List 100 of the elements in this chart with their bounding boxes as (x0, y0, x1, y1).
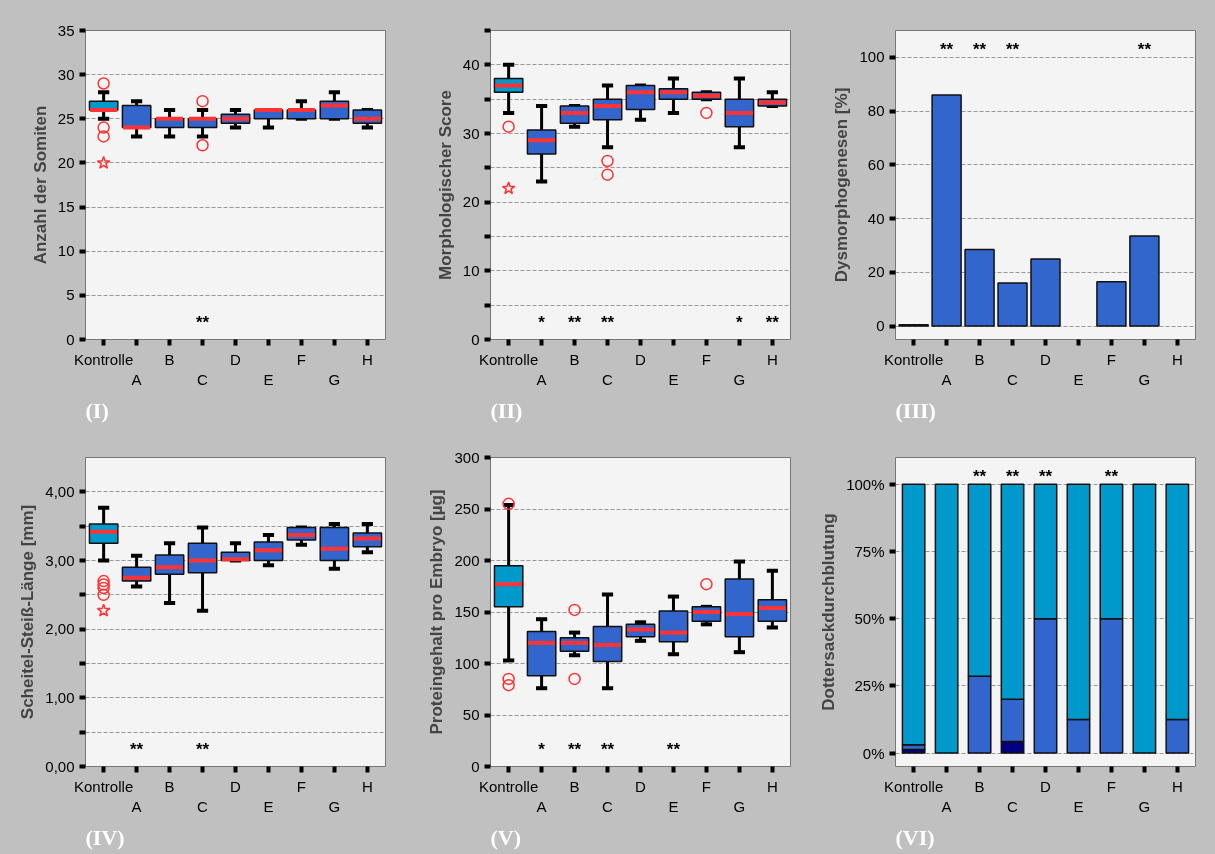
y-axis-title: Dysmorphogenesen [%] (832, 87, 852, 283)
y-tick-label: 50 (462, 706, 480, 723)
y-tick-label: 80 (867, 102, 885, 120)
text: (III) (895, 397, 936, 423)
x-tick-label: Kontrolle (479, 350, 539, 368)
x-tick-label: G (733, 370, 746, 388)
x-tick-label: F (296, 350, 307, 368)
annotation: ** (1005, 39, 1020, 59)
annotation: ** (1038, 466, 1053, 486)
x-tick-label: C (1007, 797, 1019, 815)
y-tick-label: 0 (66, 330, 75, 348)
y-tick-label: 60 (867, 155, 885, 173)
y-tick-label: 250 (454, 500, 480, 517)
annotation: * (538, 313, 546, 333)
x-tick-label: G (733, 797, 746, 815)
text: (II) (490, 397, 523, 423)
x-tick-label: Kontrolle (479, 777, 539, 795)
x-tick-label: E (668, 370, 679, 388)
x-tick-label: A (131, 797, 142, 815)
x-tick-label: C (197, 797, 209, 815)
x-tick-label: C (197, 370, 209, 388)
annotation: ** (972, 39, 987, 59)
x-tick-label: B (569, 777, 580, 795)
y-tick-label: 100 (454, 654, 480, 672)
x-tick-label: C (602, 370, 614, 388)
x-tick-label: B (974, 777, 985, 795)
x-tick-label: B (974, 350, 985, 368)
x-tick-label: D (635, 350, 647, 368)
x-tick-label: D (230, 350, 242, 368)
x-tick-label: E (1073, 797, 1084, 815)
annotation: * (538, 740, 546, 760)
y-tick-label: 0 (471, 757, 480, 775)
x-tick-label: E (263, 797, 274, 815)
annotation: ** (939, 39, 954, 59)
y-tick-label: 20 (867, 263, 885, 281)
text: (V) (490, 824, 522, 850)
y-axis-title: Anzahl der Somiten (30, 105, 50, 265)
x-tick-label: Kontrolle (884, 350, 944, 368)
annotation: ** (195, 313, 210, 333)
x-tick-label: C (1007, 370, 1019, 388)
y-axis-title: Dottersackdurchblutung (819, 513, 839, 711)
annotation: ** (600, 313, 615, 333)
annotation: ** (666, 740, 681, 760)
y-tick-label: 15 (57, 198, 75, 216)
x-tick-label: A (941, 797, 952, 815)
x-tick-label: F (1106, 777, 1117, 795)
y-tick-label: 1,00 (45, 688, 75, 706)
x-tick-label: B (164, 777, 175, 795)
y-tick-label: 0% (862, 744, 885, 762)
x-tick-label: H (1171, 777, 1183, 795)
y-tick-label: 300 (454, 448, 480, 466)
y-tick-label: 0 (876, 317, 885, 335)
y-axis-title: Proteingehalt pro Embryo [µg] (427, 489, 447, 735)
y-tick-label: 150 (454, 603, 480, 620)
x-tick-label: G (328, 797, 341, 815)
x-tick-label: B (164, 350, 175, 368)
x-tick-label: E (1073, 370, 1084, 388)
x-tick-label: E (668, 797, 679, 815)
x-tick-label: Kontrolle (884, 777, 944, 795)
annotation: * (736, 313, 744, 333)
y-tick-label: 20 (57, 153, 75, 171)
y-tick-label: 10 (462, 261, 480, 279)
y-tick-label: 40 (867, 209, 885, 227)
x-tick-label: D (635, 777, 647, 795)
x-tick-label: A (941, 370, 952, 388)
y-tick-label: 30 (462, 124, 480, 142)
text: (VI) (895, 824, 935, 850)
y-tick-label: 0 (471, 330, 480, 348)
annotation: ** (972, 466, 987, 486)
x-tick-label: F (1106, 350, 1117, 368)
y-tick-label: 35 (57, 21, 75, 39)
x-tick-label: C (602, 797, 614, 815)
x-tick-label: H (361, 350, 373, 368)
annotation: ** (1104, 466, 1119, 486)
annotation: ** (129, 740, 144, 760)
y-tick-label: 3,00 (45, 551, 75, 569)
x-tick-label: D (1040, 350, 1052, 368)
y-tick-label: 30 (57, 65, 75, 83)
text: (I) (85, 397, 109, 423)
x-tick-label: D (1040, 777, 1052, 795)
x-tick-label: Kontrolle (74, 350, 134, 368)
y-tick-label: 25% (854, 677, 885, 695)
y-tick-label: 25 (57, 109, 75, 127)
x-tick-label: F (701, 350, 712, 368)
y-tick-label: 5 (66, 286, 75, 304)
x-tick-label: G (1138, 370, 1151, 388)
y-tick-label: 75% (854, 543, 885, 561)
y-tick-label: 4,00 (45, 482, 75, 500)
x-tick-label: A (536, 797, 547, 815)
y-tick-label: 50% (854, 610, 885, 628)
annotation: ** (1005, 466, 1020, 486)
y-axis-title: Scheitel-Steiß-Länge [mm] (18, 504, 38, 720)
y-tick-label: 20 (462, 193, 480, 211)
x-tick-label: Kontrolle (74, 777, 134, 795)
x-tick-label: B (569, 350, 580, 368)
x-tick-label: G (328, 370, 341, 388)
x-tick-label: H (1171, 350, 1183, 368)
x-tick-label: E (263, 370, 274, 388)
annotation: ** (765, 313, 780, 333)
annotation: ** (567, 740, 582, 760)
